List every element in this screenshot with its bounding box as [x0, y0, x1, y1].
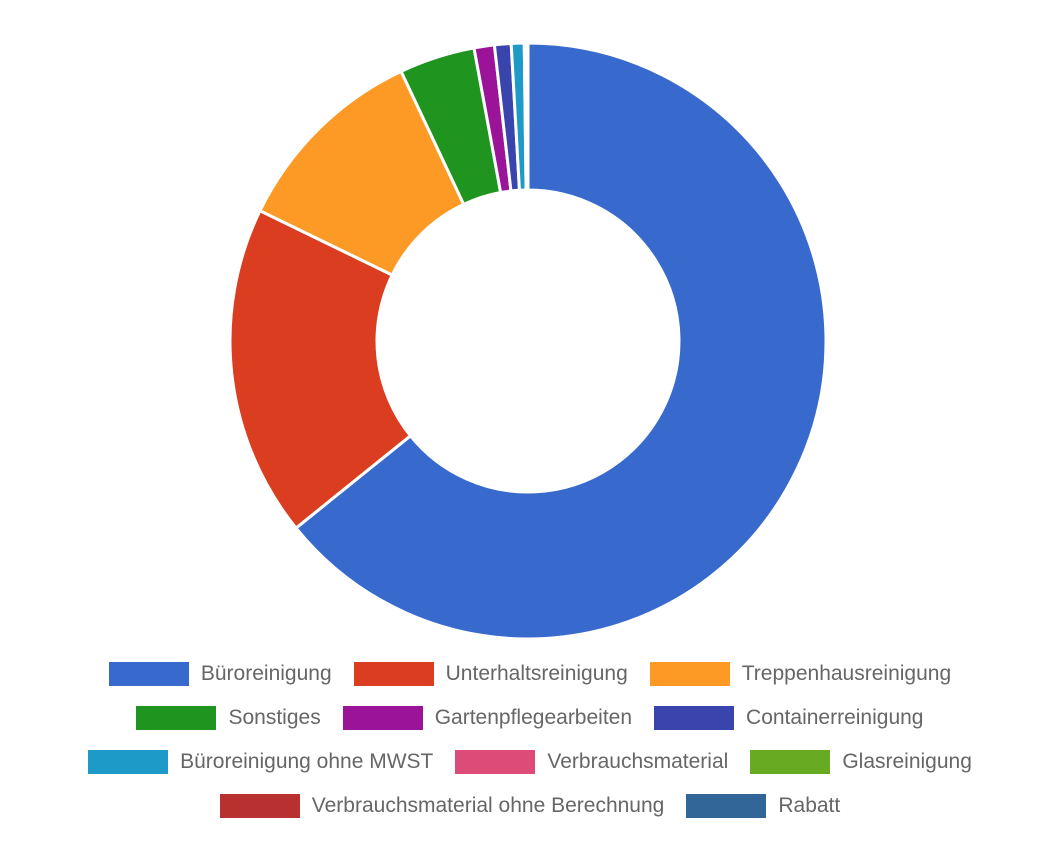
legend-swatch [108, 662, 189, 686]
legend-item[interactable]: Glasreinigung [750, 750, 972, 774]
legend-swatch [750, 750, 831, 774]
legend-row: Büroreinigung ohne MWST Verbrauchsmateria… [0, 740, 1060, 784]
donut-chart [228, 41, 828, 641]
legend-label: Rabatt [778, 794, 841, 817]
legend-swatch [342, 706, 423, 730]
legend-label: Glasreinigung [842, 750, 972, 773]
legend-swatch [686, 794, 767, 818]
legend-label: Verbrauchsmaterial ohne Berechnung [311, 794, 665, 817]
legend-item[interactable]: Büroreinigung [108, 662, 332, 686]
legend-swatch [654, 706, 735, 730]
legend-item[interactable]: Verbrauchsmaterial ohne Berechnung [219, 794, 665, 818]
slice-2[interactable] [228, 208, 413, 531]
legend-swatch [136, 706, 217, 730]
legend-item[interactable]: Treppenhausreinigung [649, 662, 952, 686]
legend-label: Containerreinigung [746, 706, 924, 729]
legend-label: Gartenpflegearbeiten [434, 706, 633, 729]
legend-item[interactable]: Unterhaltsreinigung [353, 662, 628, 686]
legend-label: Verbrauchsmaterial [547, 750, 729, 773]
legend-item[interactable]: Rabatt [686, 794, 840, 818]
legend-swatch [353, 662, 434, 686]
legend-label: Büroreinigung ohne MWST [180, 750, 434, 773]
legend-item[interactable]: Sonstiges [136, 706, 321, 730]
legend-swatch [219, 794, 300, 818]
legend: Büroreinigung Unterhaltsreinigung Treppenh… [0, 652, 1060, 828]
legend-label: Sonstiges [228, 706, 321, 729]
legend-item[interactable]: Verbrauchsmaterial [455, 750, 728, 774]
legend-row: Verbrauchsmaterial ohne Berechnung Rabatt [0, 784, 1060, 828]
legend-row: Büroreinigung Unterhaltsreinigung Treppenh… [0, 652, 1060, 696]
legend-item[interactable]: Gartenpflegearbeiten [342, 706, 633, 730]
legend-row: Sonstiges Gartenpflegearbeiten Containerre… [0, 696, 1060, 740]
legend-item[interactable]: Büroreinigung ohne MWST [88, 750, 433, 774]
legend-label: Büroreinigung [200, 662, 332, 685]
legend-label: Unterhaltsreinigung [445, 662, 628, 685]
slice-1[interactable] [293, 41, 828, 641]
legend-swatch [649, 662, 730, 686]
legend-swatch [88, 750, 169, 774]
legend-swatch [455, 750, 536, 774]
legend-item[interactable]: Containerreinigung [654, 706, 924, 730]
legend-label: Treppenhausreinigung [741, 662, 952, 685]
